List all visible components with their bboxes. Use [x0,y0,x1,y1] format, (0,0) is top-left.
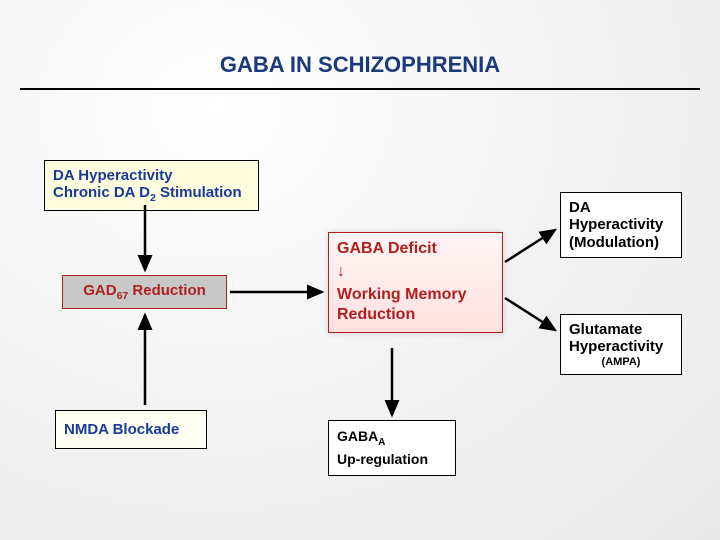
gaba-deficit-line2: Working Memory [337,285,494,306]
gad67-post: Reduction [128,282,206,299]
box-glutamate: Glutamate Hyperactivity (AMPA) [560,314,682,375]
da-mod-line3: (Modulation) [569,234,673,251]
gad67-sub: 67 [117,290,129,302]
nmda-text: NMDA Blockade [64,421,179,438]
gaba-deficit-line1: GABA Deficit [337,239,494,260]
da-hyper-line2-post: Stimulation [156,184,242,201]
da-mod-line1: DA [569,199,673,216]
gad67-pre: GAD [83,282,116,299]
glut-line1: Glutamate [569,321,673,338]
glut-line3: (AMPA) [569,356,673,369]
gabaa-pre: GABA [337,428,378,444]
gabaa-line2: Up-regulation [337,450,447,470]
box-da-modulation: DA Hyperactivity (Modulation) [560,192,682,258]
box-gabaa-upreg: GABAA Up-regulation [328,420,456,476]
down-arrow-glyph: ↓ [337,263,345,280]
page-title: GABA IN SCHIZOPHRENIA [0,52,720,78]
box-nmda-blockade: NMDA Blockade [55,410,207,449]
box-da-hyperactivity: DA Hyperactivity Chronic DA D2 Stimulati… [44,160,259,211]
gabaa-sub: A [378,437,385,448]
arrow-deficit-to-glut [505,298,555,330]
arrow-deficit-to-damod [505,230,555,262]
da-hyper-line1: DA Hyperactivity [53,167,173,184]
glut-line2: Hyperactivity [569,338,673,355]
da-hyper-line2-pre: Chronic DA D [53,184,150,201]
gaba-deficit-line3: Reduction [337,305,494,326]
box-gad67-reduction: GAD67 Reduction [62,275,227,309]
box-gaba-deficit: GABA Deficit ↓ Working Memory Reduction [328,232,503,333]
title-underline [20,88,700,90]
da-mod-line2: Hyperactivity [569,216,673,233]
